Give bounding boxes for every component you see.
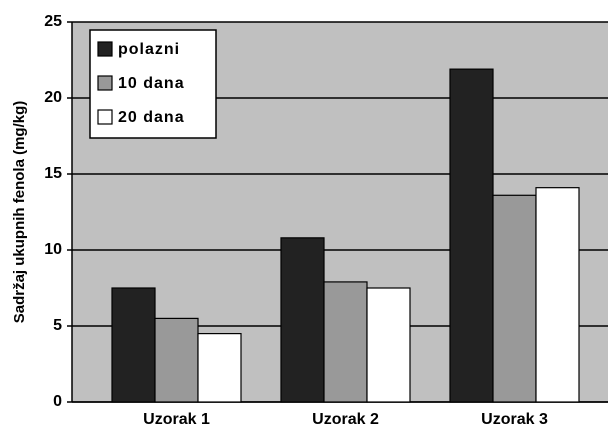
bar [154,317,199,403]
y-tick-label: 20 [44,89,62,106]
legend-swatch [97,109,113,125]
x-tick-label: Uzorak 2 [312,411,379,428]
bar [366,287,411,403]
x-tick-label: Uzorak 3 [481,411,548,428]
y-tick-label: 0 [53,393,62,410]
bar [535,187,580,403]
bar [197,333,242,403]
x-tick-label: Uzorak 1 [143,411,210,428]
legend-swatch [97,75,113,91]
legend-swatch [97,41,113,57]
legend-label: 20 dana [118,109,185,126]
bar [323,281,368,403]
bar [492,194,537,403]
y-tick-label: 25 [44,13,62,30]
legend-label: polazni [118,41,180,58]
legend-label: 10 dana [118,75,185,92]
bar [280,237,325,403]
y-tick-label: 10 [44,241,62,258]
y-axis-label: Sadržaj ukupnih fenola (mg/kg) [11,101,28,324]
bar [111,287,156,403]
y-tick-label: 5 [53,317,62,334]
bar [449,68,494,403]
y-tick-label: 15 [44,165,62,182]
